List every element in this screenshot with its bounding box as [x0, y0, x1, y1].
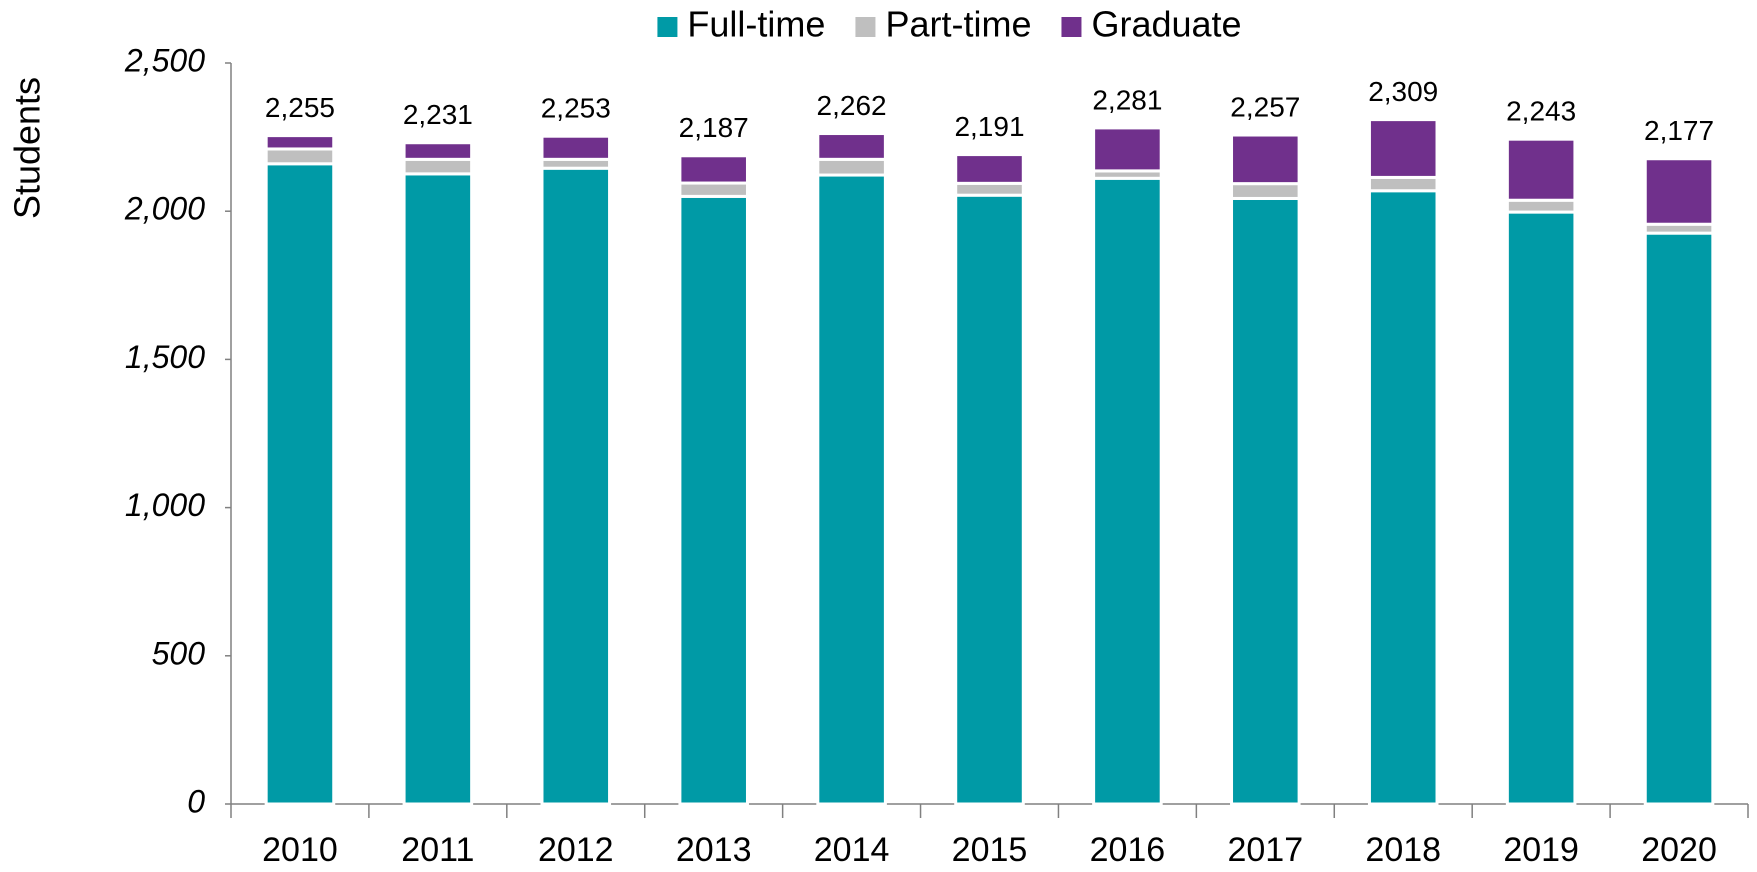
- total-label: 2,191: [954, 111, 1024, 142]
- y-tick-label: 2,000: [124, 191, 205, 227]
- bar-segment: [1230, 182, 1301, 200]
- bar-segment: [402, 172, 474, 806]
- bar-segment: [816, 132, 887, 161]
- bar-segment: [1092, 126, 1163, 173]
- bar-segment: [264, 147, 336, 166]
- bar-segment: [1505, 137, 1577, 202]
- bar-segment: [954, 153, 1025, 185]
- bar-segment: [264, 134, 336, 151]
- legend-label: Full-time: [687, 4, 825, 45]
- bar-segment: [1367, 118, 1439, 179]
- bar-segment: [1367, 175, 1439, 193]
- bar-segment: [540, 166, 612, 806]
- total-label: 2,309: [1368, 76, 1438, 107]
- y-tick-label: 0: [187, 783, 205, 819]
- bar-segment: [954, 181, 1025, 197]
- total-label: 2,257: [1230, 91, 1300, 122]
- y-tick-label: 2,500: [124, 42, 205, 78]
- x-tick-label: 2011: [401, 831, 474, 869]
- total-label: 2,255: [265, 92, 335, 123]
- bar-segment: [816, 157, 887, 177]
- x-tick-label: 2013: [676, 831, 752, 869]
- x-tick-label: 2012: [538, 831, 614, 869]
- bar-segment: [1092, 176, 1163, 806]
- bar-segment: [678, 181, 749, 198]
- total-label: 2,281: [1092, 84, 1162, 115]
- x-tick-label: 2017: [1227, 831, 1303, 869]
- legend-swatch: [1061, 17, 1082, 37]
- total-label: 2,262: [817, 90, 887, 121]
- x-tick-label: 2015: [952, 831, 1028, 869]
- bar-segment: [1230, 133, 1301, 186]
- legend-label: Part-time: [885, 4, 1031, 45]
- total-label: 2,177: [1644, 115, 1714, 146]
- y-axis-title: Students: [7, 77, 48, 219]
- x-tick-label: 2020: [1641, 831, 1717, 869]
- total-label: 2,253: [541, 93, 611, 124]
- x-tick-label: 2018: [1365, 831, 1441, 869]
- legend-label: Graduate: [1091, 4, 1241, 45]
- bar-segment: [1367, 189, 1439, 806]
- bar-segment: [1643, 157, 1715, 226]
- x-tick-label: 2016: [1090, 831, 1166, 869]
- bar-segment: [1505, 210, 1577, 806]
- bar-segment: [402, 141, 474, 161]
- bar-segment: [402, 157, 474, 176]
- bar-segment: [264, 162, 336, 806]
- bar-segment: [678, 194, 749, 806]
- y-tick-label: 500: [152, 635, 206, 671]
- bar-segment: [1643, 231, 1715, 806]
- x-tick-label: 2019: [1503, 831, 1579, 869]
- x-tick-label: 2010: [262, 831, 338, 869]
- total-label: 2,243: [1506, 96, 1576, 127]
- total-label: 2,187: [679, 112, 749, 143]
- y-tick-label: 1,000: [125, 487, 205, 523]
- bar-segment: [678, 154, 749, 185]
- total-label: 2,231: [403, 99, 473, 130]
- y-tick-label: 1,500: [125, 339, 205, 375]
- bar-segment: [954, 193, 1025, 806]
- legend-swatch: [657, 17, 678, 37]
- legend-swatch: [855, 17, 876, 37]
- bar-segment: [1230, 196, 1301, 806]
- bar-segment: [816, 173, 887, 806]
- bar-segment: [540, 134, 612, 161]
- bar-segment: [1505, 198, 1577, 214]
- x-tick-label: 2014: [814, 831, 890, 869]
